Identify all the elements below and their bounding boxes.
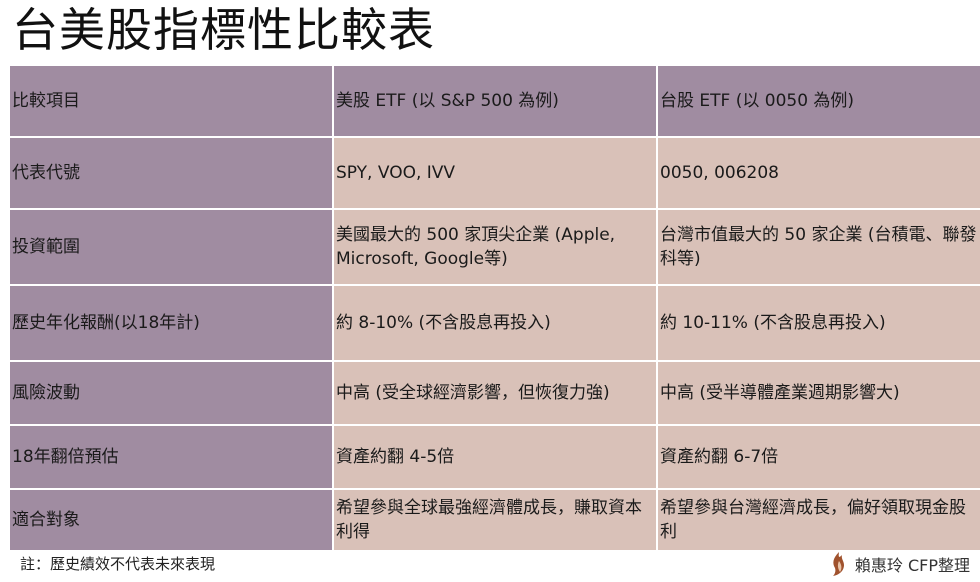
comparison-table: 比較項目 美股 ETF (以 S&P 500 為例) 台股 ETF (以 005… [8,64,980,552]
tw-etf-cell: 資產約翻 6-7倍 [656,424,980,490]
tw-etf-cell: 希望參與台灣經濟成長，偏好領取現金股利 [656,488,980,552]
us-etf-cell: SPY, VOO, IVV [332,136,658,210]
table-row: 適合對象 希望參與全球最強經濟體成長，賺取資本利得 希望參與台灣經濟成長，偏好領… [8,488,980,552]
table-row: 代表代號 SPY, VOO, IVV 0050, 006208 [8,136,980,210]
us-etf-cell: 美國最大的 500 家頂尖企業 (Apple, Microsoft, Googl… [332,208,658,286]
us-etf-cell: 約 8-10% (不含股息再投入) [332,284,658,362]
tw-etf-cell: 約 10-11% (不含股息再投入) [656,284,980,362]
row-label: 代表代號 [8,136,334,210]
brand-text: 賴惠玲 CFP整理 [854,556,970,575]
header-cell-tw-etf: 台股 ETF (以 0050 為例) [656,64,980,138]
table-row: 歷史年化報酬(以18年計) 約 8-10% (不含股息再投入) 約 10-11%… [8,284,980,362]
tw-etf-cell: 中高 (受半導體產業週期影響大) [656,360,980,426]
us-etf-cell: 資產約翻 4-5倍 [332,424,658,490]
header-cell-us-etf: 美股 ETF (以 S&P 500 為例) [332,64,658,138]
brand-signature: 賴惠玲 CFP整理 [829,550,970,578]
row-label: 投資範圍 [8,208,334,286]
row-label: 歷史年化報酬(以18年計) [8,284,334,362]
tw-etf-cell: 台灣市值最大的 50 家企業 (台積電、聯發科等) [656,208,980,286]
row-label: 18年翻倍預估 [8,424,334,490]
row-label: 適合對象 [8,488,334,552]
header-cell-item: 比較項目 [8,64,334,138]
tw-etf-cell: 0050, 006208 [656,136,980,210]
row-label: 風險波動 [8,360,334,426]
us-etf-cell: 希望參與全球最強經濟體成長，賺取資本利得 [332,488,658,552]
us-etf-cell: 中高 (受全球經濟影響，但恢復力強) [332,360,658,426]
page-title: 台美股指標性比較表 [12,3,435,57]
footnote: 註：歷史績效不代表未來表現 [20,555,216,573]
table-row: 風險波動 中高 (受全球經濟影響，但恢復力強) 中高 (受半導體產業週期影響大) [8,360,980,426]
table-row: 投資範圍 美國最大的 500 家頂尖企業 (Apple, Microsoft, … [8,208,980,286]
flame-logo-icon [829,551,849,577]
table-header-row: 比較項目 美股 ETF (以 S&P 500 為例) 台股 ETF (以 005… [8,64,980,138]
table-row: 18年翻倍預估 資產約翻 4-5倍 資產約翻 6-7倍 [8,424,980,490]
